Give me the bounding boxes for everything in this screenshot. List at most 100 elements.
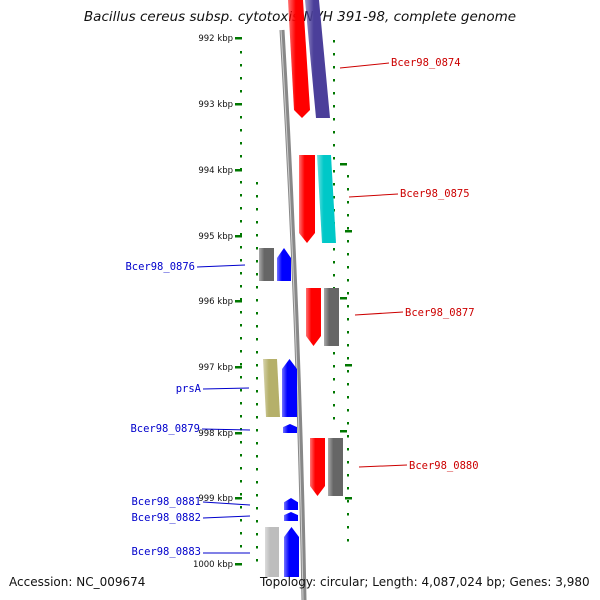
gene-label: Bcer98_0874 — [391, 57, 461, 69]
scale-dot — [240, 402, 242, 405]
scale-dot — [256, 312, 258, 315]
scale-dot — [240, 363, 242, 366]
scale-dot — [347, 487, 349, 490]
gene-label: Bcer98_0879 — [130, 423, 200, 435]
scale-dot — [256, 403, 258, 406]
scale-tick-mark — [235, 37, 242, 40]
scale-tick-label: 993 kbp — [198, 100, 233, 110]
gene-leader-line — [202, 501, 251, 506]
scale-dot — [240, 77, 242, 80]
scale-dot — [240, 194, 242, 197]
genome-backbone — [279, 29, 307, 600]
scale-dot — [347, 383, 349, 386]
scale-dot — [256, 273, 258, 276]
gene-bcer98-0880-gray — [328, 438, 343, 496]
accession-text: Accession: NC_009674 — [9, 575, 146, 589]
scale-tick-mark — [235, 300, 242, 303]
scale-dot — [333, 157, 335, 160]
gene-bcer98-0876-blue — [277, 248, 291, 281]
scale-dot — [240, 129, 242, 132]
scale-dot — [347, 422, 349, 425]
scale-dot — [240, 467, 242, 470]
scale-dot — [240, 298, 242, 301]
scale-dot — [240, 272, 242, 275]
scale-dot — [240, 311, 242, 314]
gene-label: Bcer98_0883 — [131, 546, 201, 558]
scale-dot — [240, 545, 242, 548]
scale-tick-label: 994 kbp — [198, 166, 233, 176]
scale-dot — [333, 248, 335, 251]
gene-leader-line — [358, 464, 408, 468]
gene-bcer98-0876-gray — [259, 248, 274, 281]
gene-label: Bcer98_0875 — [400, 188, 470, 200]
gene-bcer98-0883-lightgray — [265, 527, 279, 577]
scale-dot — [333, 170, 335, 173]
scale-dot — [333, 183, 335, 186]
scale-tick-mark — [235, 169, 242, 172]
scale-dot — [347, 214, 349, 217]
scale-dot — [333, 274, 335, 277]
gene-bcer98-0882 — [284, 512, 298, 521]
scale-dot — [240, 90, 242, 93]
scale-dot — [347, 474, 349, 477]
scale-dot — [333, 417, 335, 420]
scale-dot — [256, 546, 258, 549]
scale-dot — [347, 344, 349, 347]
scale-dot — [240, 441, 242, 444]
gene-leader-line — [201, 428, 251, 431]
scale-dot — [347, 188, 349, 191]
gene-label: Bcer98_0882 — [131, 512, 201, 524]
scale-dot — [256, 195, 258, 198]
scale-dot — [256, 247, 258, 250]
scale-dot — [347, 500, 349, 503]
gene-bcer98-0879 — [283, 424, 297, 433]
scale-dot — [347, 266, 349, 269]
scale-dot — [256, 442, 258, 445]
topology-summary: Topology: circular; Length: 4,087,024 bp… — [260, 575, 590, 589]
scale-dot — [333, 378, 335, 381]
scale-tick-label: 992 kbp — [198, 34, 233, 44]
scale-dot — [333, 404, 335, 407]
gene-leader-line — [202, 515, 251, 519]
scale-tick-mark — [235, 497, 242, 500]
scale-tick-mark — [235, 432, 242, 435]
gene-bcer98-0883-blue — [284, 527, 299, 577]
scale-dot — [240, 350, 242, 353]
scale-dot — [240, 415, 242, 418]
scale-dot — [347, 409, 349, 412]
scale-tick-label: 996 kbp — [198, 297, 233, 307]
scale-dot — [240, 493, 242, 496]
scale-dot — [256, 364, 258, 367]
scale-dot — [347, 253, 349, 256]
scale-dot — [256, 299, 258, 302]
scale-dot — [333, 105, 335, 108]
scale-dot — [240, 324, 242, 327]
scale-tick-label: 997 kbp — [198, 363, 233, 373]
scale-dot — [240, 233, 242, 236]
scale-tick-label: 1000 kbp — [193, 560, 233, 570]
scale-dot — [333, 66, 335, 69]
scale-dot — [240, 142, 242, 145]
scale-dot — [240, 207, 242, 210]
scale-dot — [240, 285, 242, 288]
scale-dot — [347, 331, 349, 334]
scale-dot — [347, 448, 349, 451]
scale-dot — [347, 279, 349, 282]
gene-bcer98-0875-cyan — [317, 155, 336, 243]
scale-dot — [256, 221, 258, 224]
scale-dot — [256, 481, 258, 484]
gene-prsa-blue — [282, 359, 297, 417]
genome-backbone-highlight — [280, 29, 304, 600]
scale-dot — [240, 220, 242, 223]
scale-dot — [240, 480, 242, 483]
scale-dot — [347, 396, 349, 399]
scale-tick-label: 995 kbp — [198, 232, 233, 242]
scale-dot — [240, 168, 242, 171]
scale-dot — [256, 325, 258, 328]
scale-dot — [256, 390, 258, 393]
scale-dot — [347, 201, 349, 204]
scale-dot — [347, 461, 349, 464]
gene-leader-line — [202, 387, 250, 390]
scale-dot — [347, 513, 349, 516]
